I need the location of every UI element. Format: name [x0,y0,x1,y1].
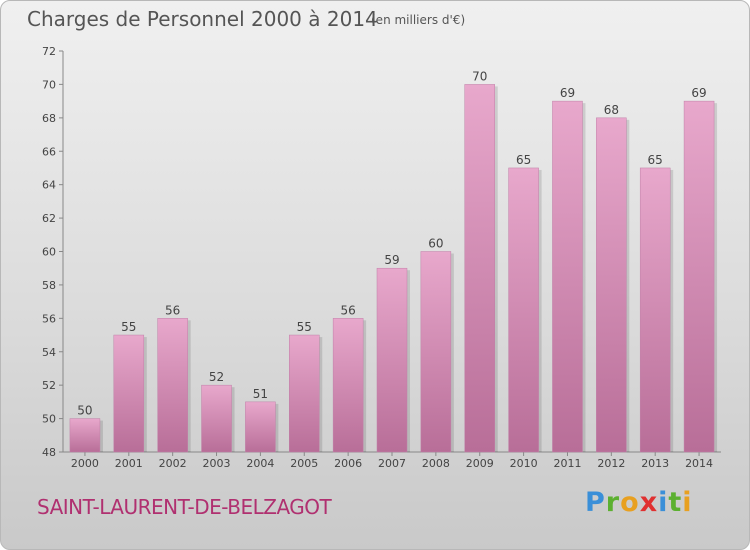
logo-letter: P [585,487,606,518]
town-name: SAINT-LAURENT-DE-BELZAGOT [37,495,332,519]
proxiti-logo: Proxiti [585,487,693,518]
data-label: 65 [648,153,663,167]
logo-letter: o [620,487,640,518]
bar-2002 [157,318,188,453]
logo-letter: t [668,487,683,518]
y-tick-label: 52 [42,379,56,392]
x-tick-label: 2002 [159,457,187,470]
x-tick-label: 2009 [466,457,494,470]
data-label: 69 [560,86,575,100]
logo-letter: i [658,487,669,518]
bar-2006 [332,318,364,453]
data-label: 68 [604,103,619,117]
logo-letter: i [682,487,693,518]
logo-letter: x [639,487,659,518]
y-tick-label: 50 [42,413,56,426]
bar-2004 [245,401,276,453]
bar-2005 [289,334,320,453]
bar-2013 [639,167,671,453]
bar-2011 [552,100,583,453]
y-tick-label: 60 [42,246,56,259]
chart-title: Charges de Personnel 2000 à 2014 [27,7,378,31]
y-tick-label: 72 [42,45,56,58]
y-tick-label: 48 [42,446,56,459]
data-label: 50 [77,404,92,418]
data-label: 56 [165,303,180,317]
x-tick-label: 2006 [334,457,362,470]
x-tick-label: 2012 [597,457,625,470]
bar-2010 [508,167,539,453]
x-tick-label: 2004 [246,457,274,470]
y-tick-label: 70 [42,78,56,91]
logo-letter: r [605,487,621,518]
bar-2003 [201,384,232,453]
y-tick-label: 68 [42,112,56,125]
y-tick-label: 56 [42,312,56,325]
data-label: 69 [691,86,706,100]
bar-2009 [464,84,495,453]
data-label: 56 [340,303,355,317]
data-label: 52 [209,370,224,384]
data-label: 55 [121,320,136,334]
x-tick-label: 2003 [203,457,231,470]
x-tick-label: 2014 [685,457,713,470]
x-tick-label: 2011 [553,457,581,470]
bar-2014 [683,100,715,453]
x-tick-label: 2007 [378,457,406,470]
x-tick-label: 2010 [510,457,538,470]
data-label: 70 [472,69,487,83]
y-tick-label: 54 [42,346,56,359]
y-tick-label: 62 [42,212,56,225]
bar-2001 [113,334,145,453]
chart-subtitle: (en milliers d'€) [371,13,466,27]
data-label: 55 [297,320,312,334]
data-label: 65 [516,153,531,167]
x-tick-label: 2005 [290,457,318,470]
data-label: 51 [253,387,268,401]
y-tick-label: 58 [42,279,56,292]
data-label: 59 [384,253,399,267]
x-tick-label: 2000 [71,457,99,470]
data-label: 60 [428,237,443,251]
x-tick-label: 2008 [422,457,450,470]
x-tick-label: 2013 [641,457,669,470]
bar-2008 [420,251,452,453]
bar-2000 [69,418,101,453]
y-tick-label: 64 [42,179,56,192]
y-tick-label: 66 [42,145,56,158]
bar-2012 [596,117,627,453]
bar-2007 [376,267,408,453]
x-tick-label: 2001 [115,457,143,470]
